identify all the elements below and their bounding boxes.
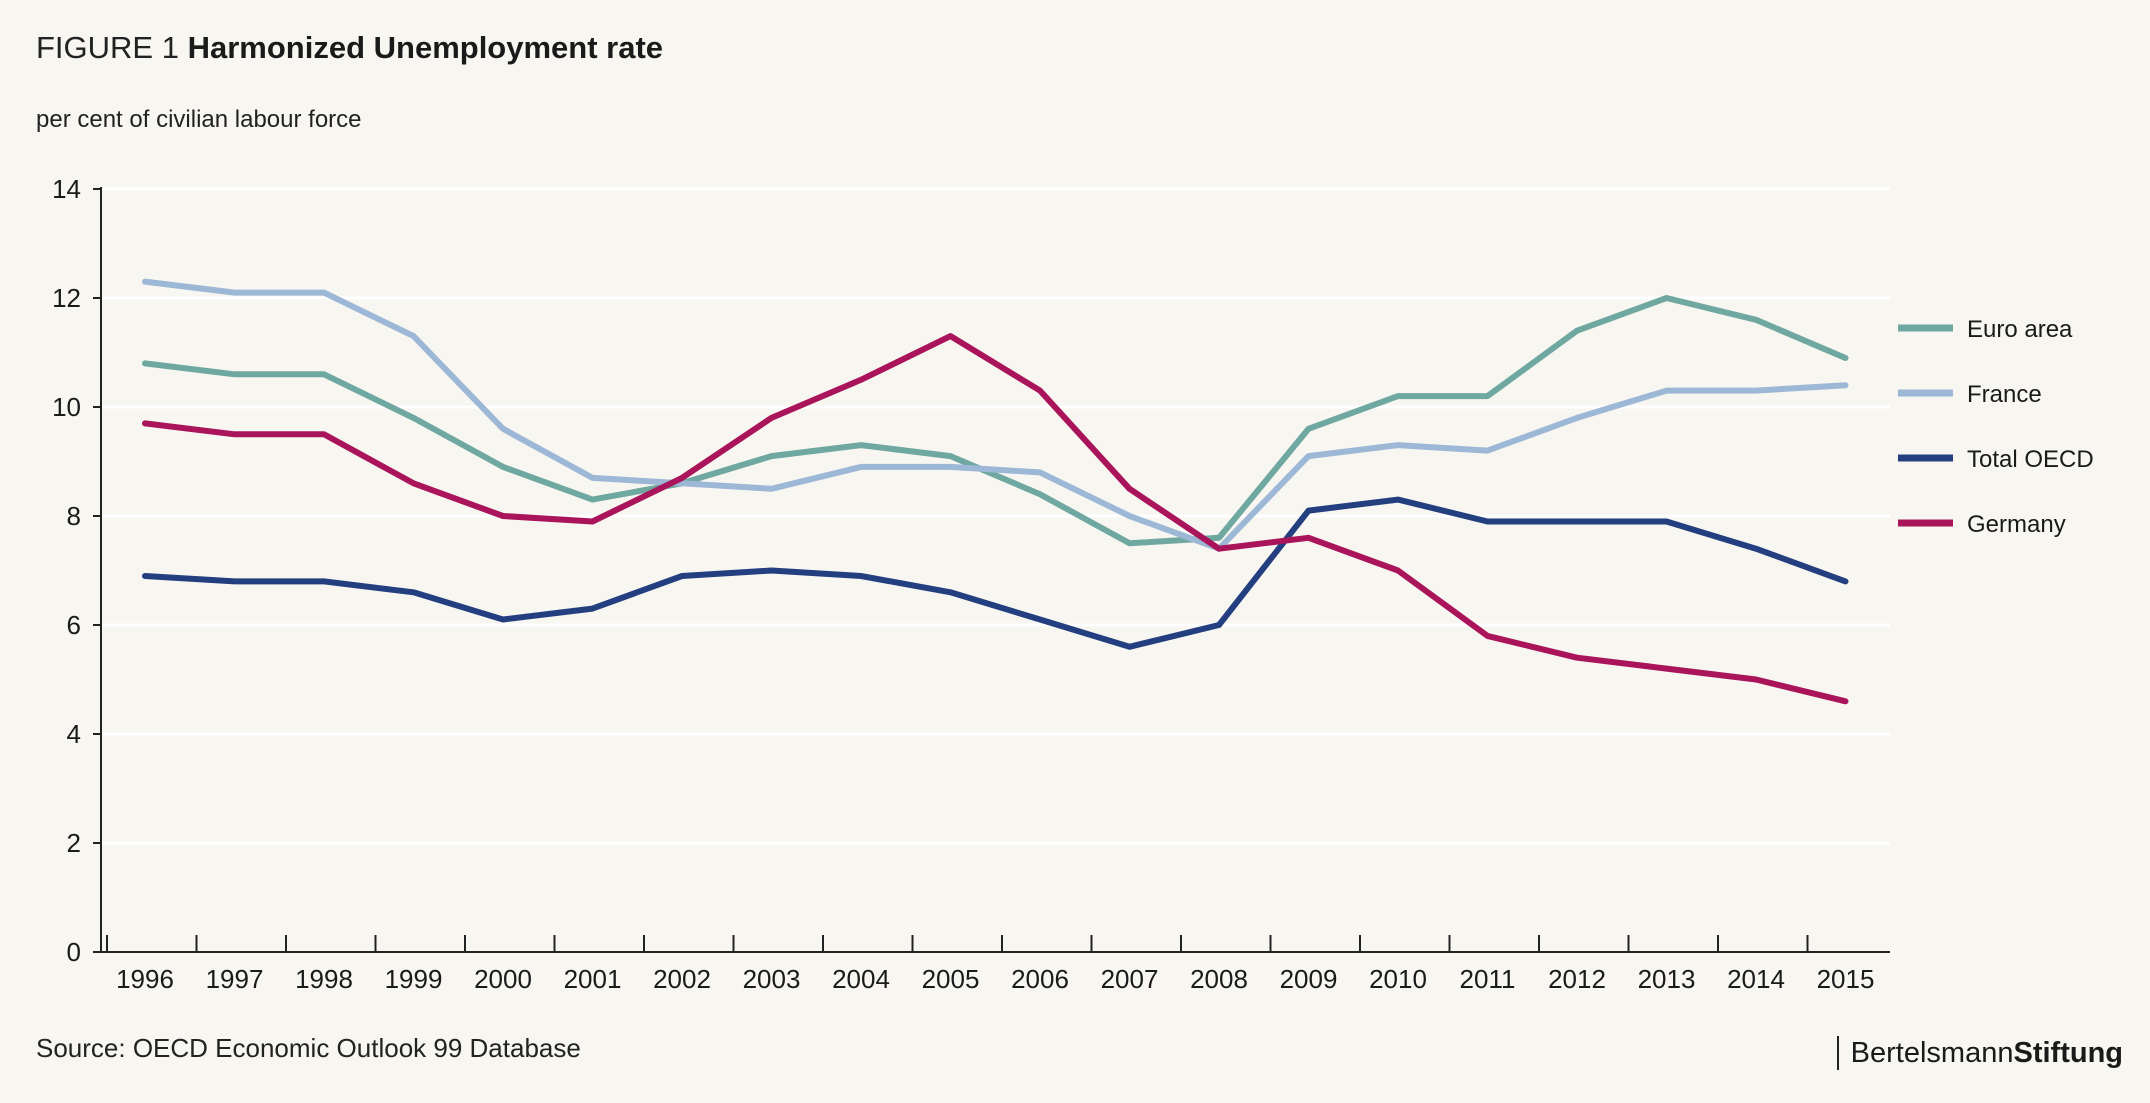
y-tick-label: 10 [52, 392, 81, 422]
source-note: Source: OECD Economic Outlook 99 Databas… [36, 1033, 581, 1063]
x-tick-label: 2001 [564, 964, 622, 994]
y-tick-label: 8 [67, 501, 81, 531]
x-tick-label: 1997 [206, 964, 264, 994]
series-line-total-oecd [142, 496, 1849, 650]
legend-label-euro-area: Euro area [1967, 316, 2073, 343]
series-line-france [142, 278, 1849, 552]
legend-label-total-oecd: Total OECD [1967, 446, 2094, 473]
series-line-euro-area [142, 295, 1849, 547]
x-tick-label: 2005 [922, 964, 980, 994]
x-tick-label: 1996 [116, 964, 174, 994]
chart-title: Harmonized Unemployment rate [187, 30, 664, 65]
x-tick-label: 2010 [1369, 964, 1427, 994]
x-tick-label: 2008 [1190, 964, 1248, 994]
x-tick-label: 2013 [1638, 964, 1696, 994]
x-tick-label: 2009 [1280, 964, 1338, 994]
y-tick-label: 4 [67, 719, 81, 749]
series-line-germany [142, 333, 1849, 705]
figure-title: FIGURE 1 Harmonized Unemployment rate [36, 30, 663, 66]
x-tick-label: 2012 [1548, 964, 1606, 994]
x-tick-label: 2011 [1460, 964, 1516, 994]
brand-part1: Bertelsmann [1850, 1037, 2014, 1069]
figure-label: FIGURE 1 [36, 30, 179, 65]
y-tick-label: 14 [52, 174, 81, 204]
y-tick-label: 12 [52, 283, 81, 313]
brand-logo: BertelsmannStiftung [1836, 1036, 2123, 1070]
x-tick-label: 2003 [743, 964, 801, 994]
x-tick-label: 2007 [1101, 964, 1159, 994]
y-tick-label: 2 [67, 828, 81, 858]
y-tick-label: 0 [67, 937, 81, 967]
y-tick-label: 6 [67, 610, 81, 640]
x-tick-label: 2014 [1727, 964, 1785, 994]
x-tick-label: 2006 [1011, 964, 1069, 994]
legend-label-france: France [1967, 381, 2042, 408]
x-tick-label: 2002 [653, 964, 711, 994]
chart-subtitle: per cent of civilian labour force [36, 106, 362, 133]
x-tick-label: 1998 [295, 964, 353, 994]
x-tick-label: 2015 [1817, 964, 1875, 994]
x-tick-label: 2004 [832, 964, 890, 994]
legend-label-germany: Germany [1967, 511, 2066, 538]
x-tick-label: 2000 [474, 964, 532, 994]
brand-part2: Stiftung [2013, 1037, 2123, 1069]
x-tick-label: 1999 [385, 964, 443, 994]
